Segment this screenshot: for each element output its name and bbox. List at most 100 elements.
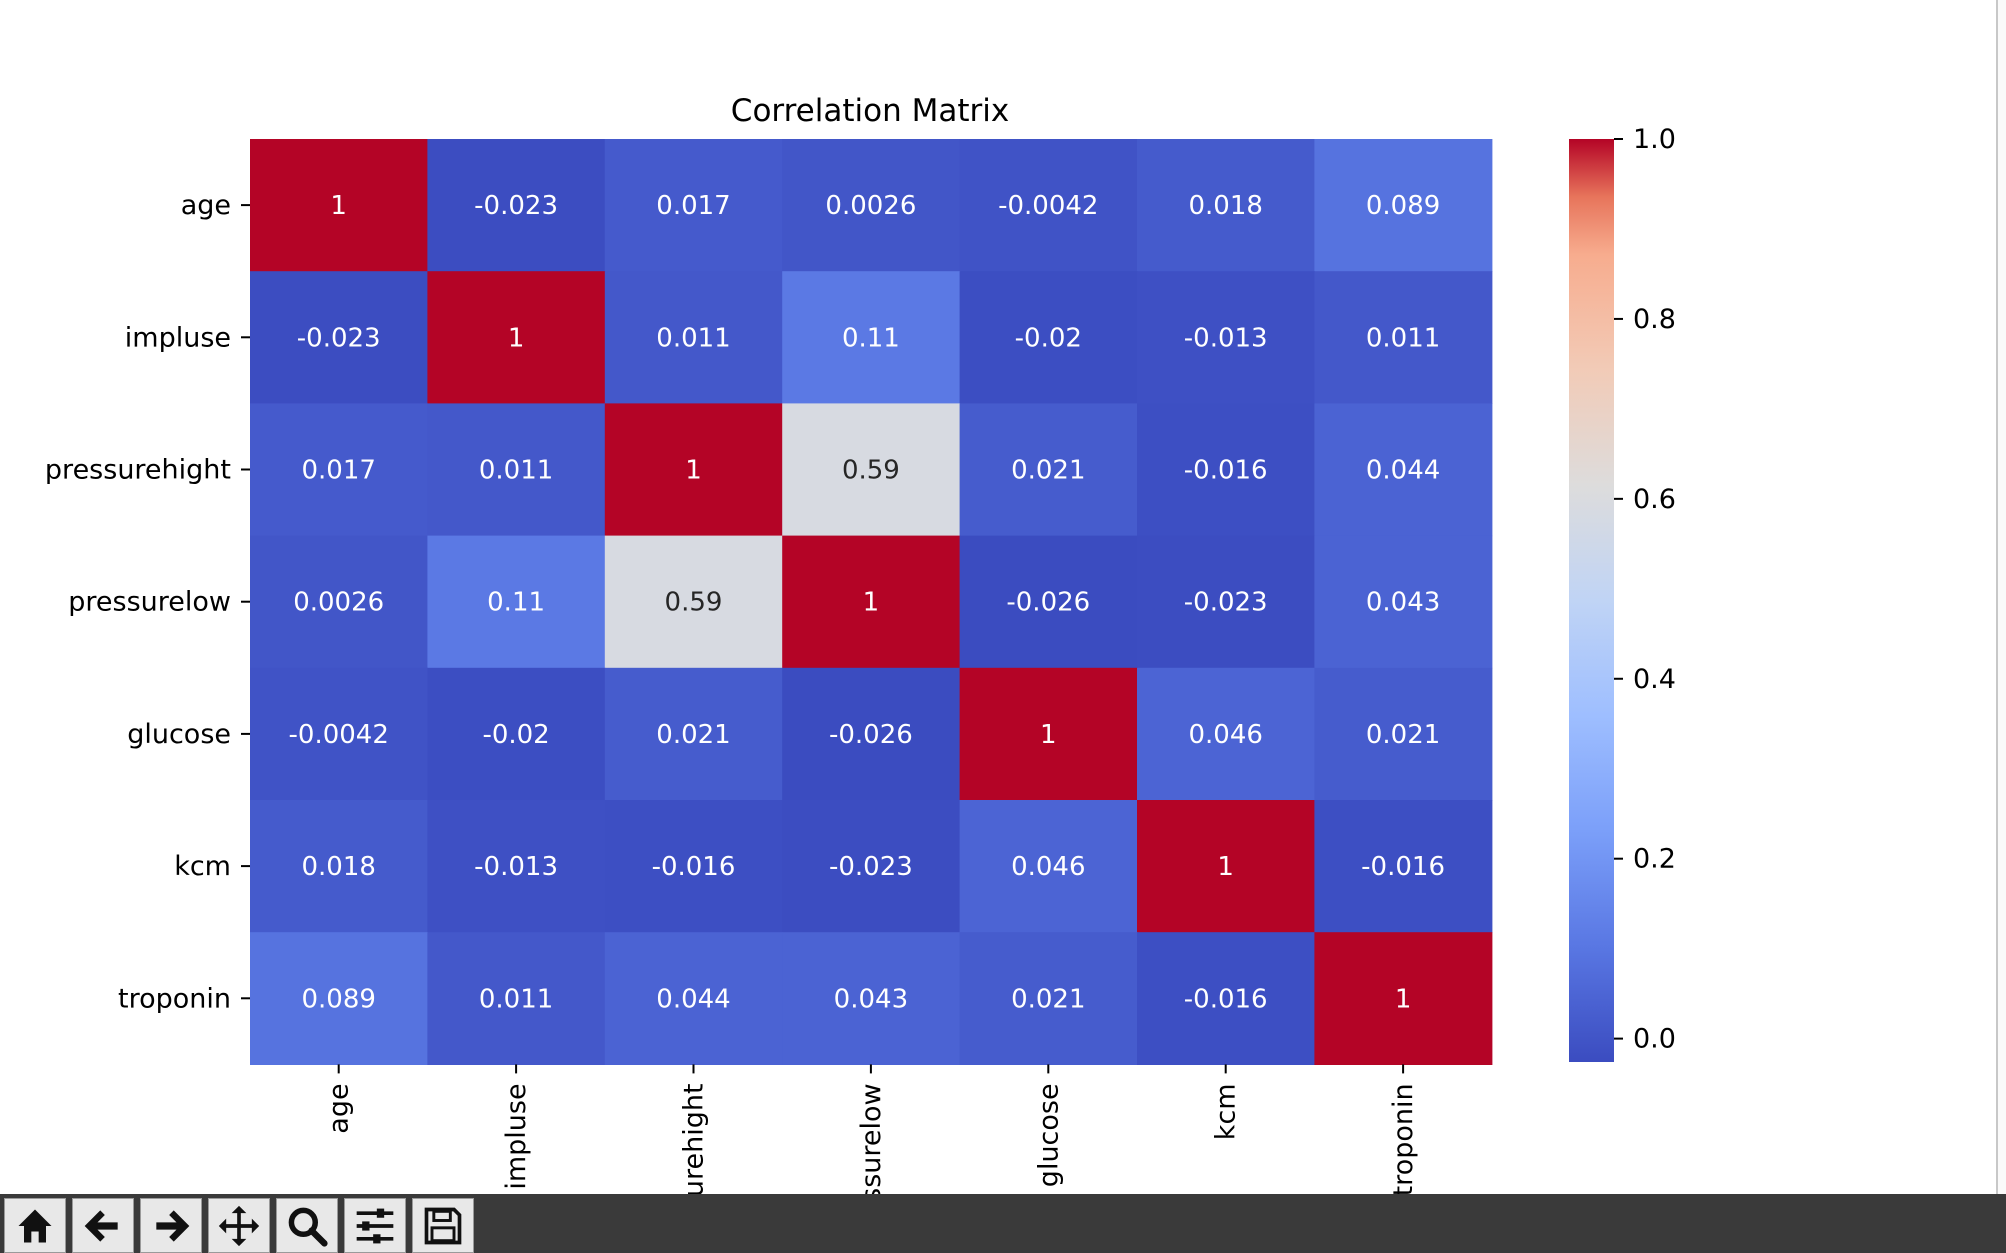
y-tick-label: pressurelow: [68, 587, 231, 618]
heatmap-cell: [250, 403, 428, 537]
cell-annotation: 0.043: [1366, 588, 1440, 618]
cell-annotation: 0.089: [1366, 191, 1440, 221]
cell-annotation: 0.0026: [293, 588, 384, 618]
cell-annotation: 0.044: [656, 984, 730, 1014]
heatmap-cell: [1137, 403, 1315, 537]
heatmap-cell: [782, 932, 961, 1065]
heatmap-cell: [782, 271, 961, 404]
cell-annotation: 0.018: [1188, 191, 1262, 221]
heatmap-cell: [427, 403, 606, 537]
heatmap-cell: [250, 667, 428, 801]
cell-annotation: 0.011: [1366, 323, 1440, 353]
save-button[interactable]: [412, 1198, 474, 1253]
home-button[interactable]: [4, 1198, 66, 1253]
heatmap-cells: [250, 139, 1493, 1065]
heatmap-cell: [1137, 932, 1315, 1065]
cell-annotation: 0.59: [665, 588, 723, 618]
cell-annotation: 1: [1040, 720, 1057, 750]
cell-annotation: -0.016: [1184, 984, 1268, 1014]
cell-annotation: 0.021: [1366, 720, 1440, 750]
cell-annotation: -0.023: [297, 323, 381, 353]
heatmap-cell: [782, 139, 961, 272]
heatmap-cell: [250, 800, 428, 933]
cell-annotation: 0.017: [656, 191, 730, 221]
cell-annotation: 0.11: [487, 588, 545, 618]
cell-annotation: -0.0042: [289, 720, 389, 750]
pan-icon: [218, 1205, 260, 1246]
cell-annotation: 0.011: [656, 323, 730, 353]
heatmap-cell: [604, 403, 783, 537]
heatmap-cell: [1137, 271, 1315, 404]
heatmap-cell: [250, 932, 428, 1065]
back-arrow-icon: [84, 1209, 118, 1242]
x-tick-label: kcm: [1211, 1083, 1242, 1140]
cell-annotation: -0.013: [1184, 323, 1268, 353]
heatmap-cell: [604, 932, 783, 1065]
colorbar-tick-label: 0.0: [1633, 1024, 1676, 1055]
y-tick-label: pressurehight: [45, 455, 231, 486]
x-tick-label: impluse: [501, 1083, 532, 1189]
cell-annotation: 0.59: [842, 456, 900, 486]
cell-annotation: 0.046: [1188, 720, 1262, 750]
heatmap-cell: [959, 800, 1138, 933]
cell-annotation: -0.023: [1184, 588, 1268, 618]
window-edge: [1996, 0, 2006, 1194]
cell-annotation: 0.046: [1011, 852, 1085, 882]
cell-annotation: 1: [863, 588, 880, 618]
colorbar-tick-label: 0.4: [1633, 664, 1676, 695]
heatmap-cell: [959, 932, 1138, 1065]
cell-annotation: -0.02: [482, 720, 549, 750]
cell-annotation: 0.011: [479, 456, 553, 486]
y-tick-label: kcm: [174, 851, 231, 882]
cell-annotation: 0.021: [1011, 456, 1085, 486]
cell-annotation: 0.0026: [825, 191, 916, 221]
cell-annotation: -0.016: [652, 852, 736, 882]
heatmap-cell: [1314, 403, 1493, 537]
heatmap-cell: [250, 139, 428, 272]
home-icon: [18, 1209, 52, 1242]
configure-subplots-button[interactable]: [344, 1198, 406, 1253]
cell-annotation: 0.11: [842, 323, 900, 353]
heatmap-cell: [427, 932, 606, 1065]
colorbar-ticks: 0.0 0.2 0.4 0.6 0.8 1.0: [1614, 124, 1676, 1055]
cell-annotation: -0.023: [474, 191, 558, 221]
cell-annotation: -0.0042: [998, 191, 1098, 221]
cell-annotation: 1: [508, 323, 525, 353]
zoom-icon: [288, 1207, 328, 1247]
heatmap-cell: [427, 667, 606, 801]
cell-annotation: 0.021: [656, 720, 730, 750]
heatmap-cell: [1137, 535, 1315, 669]
colorbar-tick-label: 1.0: [1633, 124, 1676, 155]
cell-annotation: -0.013: [474, 852, 558, 882]
heatmap-annotations: 1 -0.023 0.017 0.0026 -0.0042 0.018 0.089 -0.02…: [289, 191, 1445, 1014]
cell-annotation: -0.026: [829, 720, 913, 750]
x-tick-label: age: [324, 1083, 355, 1133]
y-tick-label: age: [181, 190, 231, 221]
cell-annotation: 0.044: [1366, 456, 1440, 486]
y-tick-label: glucose: [127, 719, 231, 750]
colorbar-tick-label: 0.2: [1633, 844, 1676, 875]
zoom-button[interactable]: [276, 1198, 338, 1253]
column-tick-labels: age impluse pressurehight pressurelow glucos…: [324, 1064, 1419, 1194]
correlation-heatmap-figure: Correlation Matrix 1 -0.023 0.017 0.0026 -0.…: [45, 93, 1676, 1194]
pan-button[interactable]: [208, 1198, 270, 1253]
x-tick-label: pressurehight: [679, 1083, 710, 1194]
cell-annotation: 0.021: [1011, 984, 1085, 1014]
heatmap-cell: [604, 139, 783, 272]
heatmap-cell: [959, 535, 1138, 669]
cell-annotation: -0.016: [1184, 456, 1268, 486]
heatmap-cell: [959, 271, 1138, 404]
cell-annotation: -0.026: [1006, 588, 1090, 618]
x-tick-label: pressurelow: [856, 1083, 887, 1194]
heatmap-cell: [959, 403, 1138, 537]
navigation-toolbar: [0, 1194, 2006, 1253]
heatmap-cell: [1314, 535, 1493, 669]
forward-button[interactable]: [140, 1198, 202, 1253]
heatmap-cell: [1314, 271, 1493, 404]
heatmap-cell: [250, 535, 428, 669]
cell-annotation: 1: [330, 191, 347, 221]
back-button[interactable]: [72, 1198, 134, 1253]
cell-annotation: 1: [685, 456, 702, 486]
heatmap-cell: [604, 667, 783, 801]
cell-annotation: -0.02: [1015, 323, 1082, 353]
